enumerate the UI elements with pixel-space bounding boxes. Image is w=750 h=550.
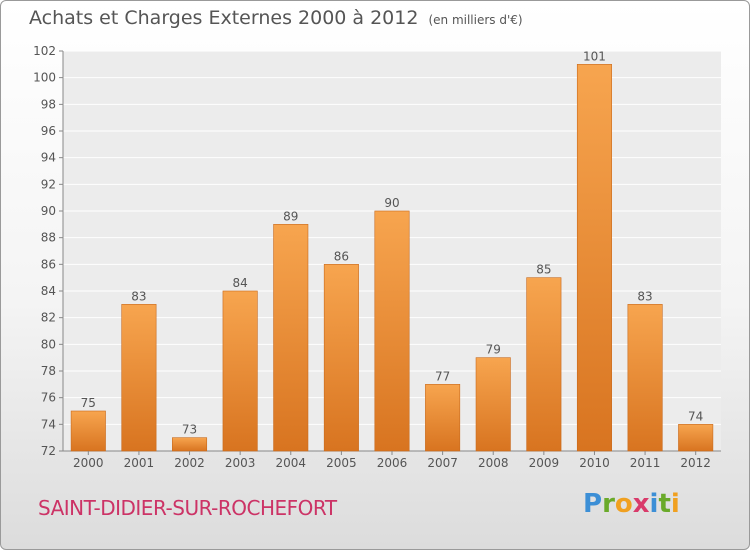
y-tick-label: 100 bbox=[33, 71, 56, 85]
bar-value-label: 73 bbox=[182, 423, 197, 437]
x-tick-label: 2004 bbox=[275, 456, 306, 470]
bar-value-label: 84 bbox=[233, 276, 248, 290]
bar bbox=[273, 224, 309, 452]
chart-title: Achats et Charges Externes 2000 à 2012 (e… bbox=[29, 7, 523, 29]
bar bbox=[323, 264, 359, 452]
x-tick-label: 2000 bbox=[73, 456, 104, 470]
chart-title-text: Achats et Charges Externes 2000 à 2012 bbox=[29, 7, 419, 29]
bar-value-label: 74 bbox=[688, 409, 703, 423]
x-tick-label: 2005 bbox=[326, 456, 357, 470]
x-tick-label: 2010 bbox=[579, 456, 610, 470]
bar-value-label: 86 bbox=[334, 249, 349, 263]
commune-name: SAINT-DIDIER-SUR-ROCHEFORT bbox=[38, 496, 337, 520]
bar bbox=[678, 424, 714, 452]
bar bbox=[222, 290, 258, 452]
logo-letter: i bbox=[670, 489, 680, 519]
y-tick-label: 76 bbox=[41, 391, 56, 405]
y-tick-label: 90 bbox=[41, 204, 56, 218]
bar-value-label: 75 bbox=[81, 396, 96, 410]
x-tick-label: 2012 bbox=[680, 456, 711, 470]
x-tick-label: 2008 bbox=[478, 456, 509, 470]
bar-value-label: 77 bbox=[435, 369, 450, 383]
y-tick-label: 102 bbox=[33, 44, 56, 58]
bar-value-label: 85 bbox=[536, 263, 551, 277]
logo-letter: r bbox=[602, 489, 615, 519]
bar-value-label: 83 bbox=[637, 289, 652, 303]
chart-unit: (en milliers d'€) bbox=[428, 13, 523, 27]
y-tick-label: 98 bbox=[41, 97, 56, 111]
x-tick-label: 2006 bbox=[377, 456, 408, 470]
logo-letter: x bbox=[632, 489, 650, 519]
y-tick-label: 96 bbox=[41, 124, 56, 138]
bar-value-label: 90 bbox=[384, 196, 399, 210]
bar bbox=[121, 304, 157, 452]
bar bbox=[425, 384, 461, 452]
y-tick-label: 82 bbox=[41, 311, 56, 325]
y-tick-label: 74 bbox=[41, 417, 56, 431]
y-tick-label: 78 bbox=[41, 364, 56, 378]
bar bbox=[576, 64, 612, 452]
y-tick-label: 88 bbox=[41, 231, 56, 245]
x-tick-label: 2002 bbox=[174, 456, 205, 470]
y-tick-label: 86 bbox=[41, 257, 56, 271]
x-tick-label: 2009 bbox=[529, 456, 560, 470]
y-tick-label: 80 bbox=[41, 337, 56, 351]
y-tick-label: 94 bbox=[41, 151, 56, 165]
bar bbox=[172, 437, 208, 452]
bar-value-label: 83 bbox=[131, 289, 146, 303]
bar-value-label: 79 bbox=[486, 343, 501, 357]
logo-letter: i bbox=[649, 489, 659, 519]
y-tick-label: 72 bbox=[41, 444, 56, 458]
bar bbox=[526, 277, 562, 452]
x-tick-label: 2001 bbox=[124, 456, 155, 470]
logo-letter: P bbox=[583, 489, 603, 519]
bar-value-label: 101 bbox=[583, 49, 606, 63]
logo-letter: o bbox=[614, 489, 633, 519]
bar-value-label: 89 bbox=[283, 209, 298, 223]
bar bbox=[374, 210, 410, 452]
x-tick-label: 2011 bbox=[630, 456, 661, 470]
bar bbox=[70, 410, 106, 452]
bar bbox=[475, 357, 511, 452]
y-tick-label: 92 bbox=[41, 177, 56, 191]
proxiti-logo: Proxiti bbox=[583, 489, 680, 519]
x-tick-label: 2003 bbox=[225, 456, 256, 470]
bar bbox=[627, 304, 663, 452]
x-tick-label: 2007 bbox=[427, 456, 458, 470]
y-tick-label: 84 bbox=[41, 284, 56, 298]
logo-letter: t bbox=[658, 489, 671, 519]
